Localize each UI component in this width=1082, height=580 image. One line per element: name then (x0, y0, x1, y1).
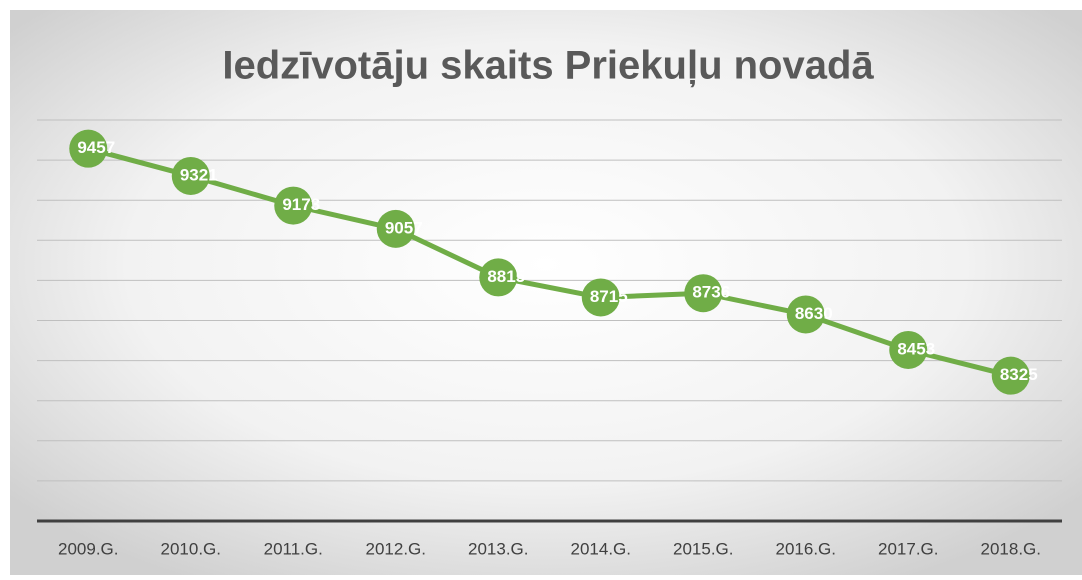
x-tick-label: 2009.G. (58, 539, 119, 558)
data-label: 8715 (590, 287, 628, 306)
data-point (581, 278, 620, 317)
x-tick-label: 2017.G. (878, 539, 939, 558)
x-tick-label: 2016.G. (776, 539, 837, 558)
chart-background (10, 10, 1082, 575)
x-tick-label: 2010.G. (161, 539, 222, 558)
data-point (991, 356, 1030, 395)
x-tick-label: 2013.G. (468, 539, 529, 558)
data-point (786, 295, 825, 334)
data-label: 9321 (180, 165, 218, 184)
data-label: 9173 (282, 195, 320, 214)
data-line (87, 146, 1012, 379)
data-point (376, 209, 415, 248)
x-tick-label: 2014.G. (571, 539, 632, 558)
data-label: 8736 (692, 283, 730, 302)
data-point (479, 258, 518, 297)
data-label: 9057 (385, 218, 423, 237)
data-label: 8453 (897, 339, 935, 358)
data-label: 8630 (795, 304, 833, 323)
data-point (684, 274, 723, 313)
x-tick-label: 2018.G. (981, 539, 1042, 558)
x-tick-label: 2011.G. (264, 539, 323, 558)
data-point (171, 156, 210, 195)
data-label: 8815 (487, 267, 525, 286)
data-label: 9457 (77, 138, 115, 157)
data-point (274, 186, 313, 225)
x-tick-label: 2012.G. (366, 539, 427, 558)
chart-title: Iedzīvotāju skaits Priekuļu novadā (222, 44, 874, 88)
x-tick-label: 2015.G. (673, 539, 734, 558)
data-point (889, 330, 928, 369)
data-label: 8325 (1000, 365, 1038, 384)
data-point (69, 129, 108, 168)
